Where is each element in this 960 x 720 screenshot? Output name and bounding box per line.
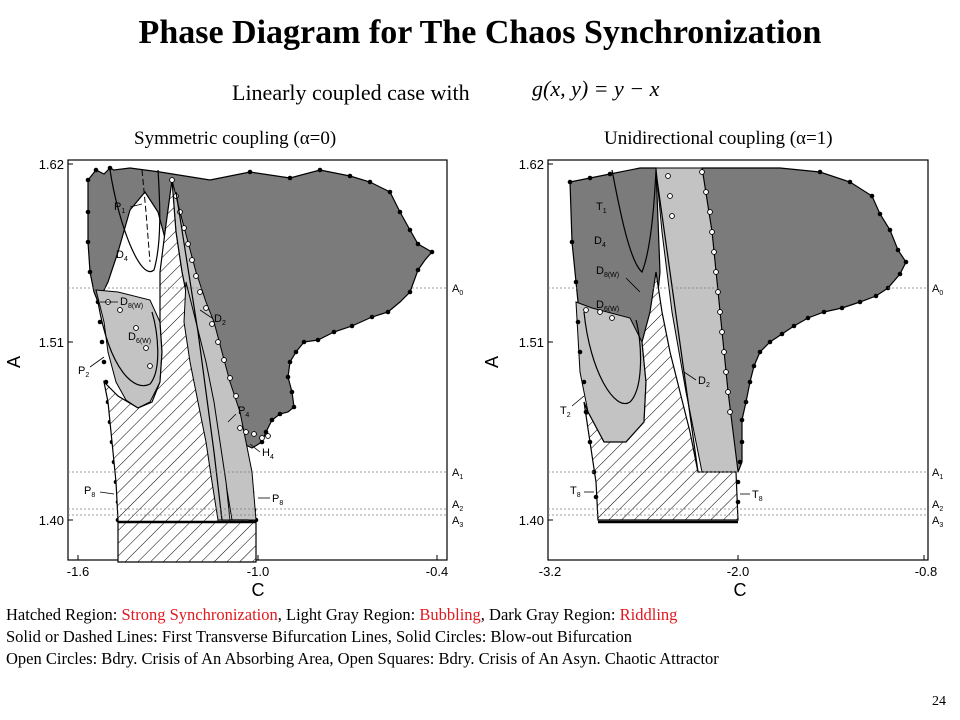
label-p8-left: P8: [84, 485, 95, 499]
bubbling-region-upper: [95, 289, 163, 409]
y-axis-label: A: [4, 356, 24, 368]
x-tick-3: -0.4: [426, 564, 448, 579]
t1-curve: [611, 169, 657, 273]
reference-lines: [68, 287, 447, 516]
label-a2: A2: [452, 499, 463, 513]
p1-dashed-line: [141, 169, 151, 263]
label-a0: A0: [932, 283, 943, 297]
caption-line-1: Hatched Region: Strong Synchronization, …: [6, 605, 678, 624]
label-h4: H4: [262, 447, 274, 461]
x-tick-1: -3.2: [539, 564, 561, 579]
label-a1: A1: [452, 467, 463, 481]
label-d8w: D8(W): [120, 296, 143, 310]
y-tick-3: 1.40: [39, 513, 64, 528]
d2-curve-right: [655, 171, 699, 473]
label-d2: D2: [698, 375, 710, 389]
boundary-crisis-circles: [105, 177, 271, 441]
label-d6w: D6(W): [128, 331, 151, 345]
slide-subtitle: Linearly coupled case with: [232, 80, 470, 105]
p2-curve: [97, 301, 159, 387]
boundary-crisis-circles-right: [583, 169, 733, 415]
reference-lines-right: [548, 287, 928, 516]
x-tick-1: -1.6: [67, 564, 89, 579]
tick-marks: [68, 163, 438, 560]
label-d8w: D8(W): [596, 265, 619, 279]
y-tick-2: 1.51: [519, 335, 544, 350]
label-d6w: D6(W): [596, 299, 619, 313]
right-panel-title: Unidirectional coupling (α=1): [604, 128, 833, 149]
label-t8-right: T8: [752, 489, 763, 503]
blowout-dots-right: [567, 169, 909, 505]
label-a0: A0: [452, 283, 463, 297]
d4-curve: [109, 169, 161, 273]
label-d2: D2: [214, 313, 226, 327]
y-tick-1: 1.62: [39, 157, 64, 172]
strong-sync-label: Strong Synchronization: [121, 605, 278, 624]
label-p2: P2: [78, 365, 89, 379]
y-tick-2: 1.51: [39, 335, 64, 350]
label-p4: P4: [238, 405, 249, 419]
left-phase-diagram: -1.6 -1.0 -0.4 1.62 1.51 1.40 C A A0 A1 …: [4, 157, 463, 600]
x-tick-3: -0.8: [915, 564, 937, 579]
t2-curve: [583, 311, 642, 405]
label-a3: A3: [452, 515, 463, 529]
label-t1: T1: [596, 201, 607, 215]
label-t2: T2: [560, 405, 571, 419]
slide-title: Phase Diagram for The Chaos Synchronizat…: [138, 14, 822, 51]
d2-curve: [175, 191, 223, 521]
y-tick-1: 1.62: [519, 157, 544, 172]
label-d4: D4: [116, 249, 128, 263]
y-tick-3: 1.40: [519, 513, 544, 528]
label-p1: P1: [114, 201, 125, 215]
coupling-formula: g(x, y) = y − x: [532, 76, 660, 101]
y-axis-label: A: [482, 356, 502, 368]
label-a1: A1: [932, 467, 943, 481]
label-a2: A2: [932, 499, 943, 513]
riddling-label: Riddling: [619, 605, 678, 624]
x-axis-label: C: [734, 580, 747, 600]
page-number: 24: [932, 694, 946, 709]
x-tick-2: -2.0: [727, 564, 749, 579]
caption-line-2: Solid or Dashed Lines: First Transverse …: [6, 627, 633, 646]
label-d4: D4: [594, 235, 606, 249]
bubbling-label: Bubbling: [419, 605, 481, 624]
right-phase-diagram: -3.2 -2.0 -0.8 1.62 1.51 1.40 C A A0 A1 …: [482, 157, 943, 600]
label-a3: A3: [932, 515, 943, 529]
tick-marks-right: [547, 163, 925, 560]
label-p8-right: P8: [272, 493, 283, 507]
left-panel-title: Symmetric coupling (α=0): [134, 128, 337, 149]
label-t8-left: T8: [570, 485, 581, 499]
legend-caption: Hatched Region: Strong Synchronization, …: [6, 604, 719, 670]
x-tick-2: -1.0: [247, 564, 269, 579]
caption-line-3: Open Circles: Bdry. Crisis of An Absorbi…: [6, 649, 719, 668]
x-axis-label: C: [252, 580, 265, 600]
strong-sync-region-right: [583, 271, 739, 521]
